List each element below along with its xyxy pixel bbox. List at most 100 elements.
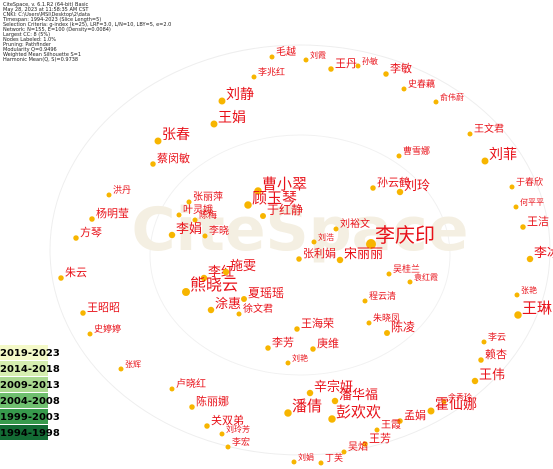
node-dot bbox=[210, 120, 218, 128]
header-line: CNKI: C:\Users\MSI\Desktop\2\data bbox=[3, 12, 90, 18]
node-dot bbox=[222, 268, 230, 276]
node-label: 张丽萍 bbox=[193, 191, 223, 203]
node-label: 刘静 bbox=[226, 87, 254, 103]
node-dot bbox=[374, 427, 380, 433]
node-label: 毛越 bbox=[276, 45, 296, 58]
node-label: 陈丽娜 bbox=[196, 394, 229, 408]
node-dot bbox=[514, 311, 522, 319]
node-label: 潘倩 bbox=[292, 397, 322, 415]
node-label: 张春 bbox=[162, 127, 190, 143]
node-label: 刘艳 bbox=[292, 353, 308, 363]
node-label: 史春藕 bbox=[408, 78, 435, 90]
node-label: 陈凌 bbox=[391, 319, 415, 334]
node-dot bbox=[192, 217, 198, 223]
node-dot bbox=[204, 423, 210, 429]
node-label: 王丹 bbox=[335, 57, 357, 70]
node-dot bbox=[219, 431, 225, 437]
header-line: Timespan: 1994-2023 (Slice Length=5) bbox=[2, 17, 101, 23]
node-dot bbox=[310, 346, 316, 352]
header-line: Largest CC: 8 (5%) bbox=[3, 32, 50, 38]
node-dot bbox=[526, 255, 534, 263]
node-label: 王昭昭 bbox=[87, 301, 120, 314]
node-dot bbox=[397, 418, 403, 424]
node-dot bbox=[150, 161, 156, 167]
node-label: 王琳 bbox=[522, 299, 552, 317]
node-dot bbox=[331, 397, 339, 405]
node-dot bbox=[433, 99, 439, 105]
node-label: 吴焰 bbox=[348, 440, 368, 453]
node-dot bbox=[471, 377, 479, 385]
header-line: Selection Criteria: g-index (k=25), LRF=… bbox=[3, 22, 171, 28]
node-dot bbox=[427, 407, 435, 415]
node-label: 李晓 bbox=[209, 224, 229, 237]
node-dot bbox=[87, 331, 93, 337]
node-dot bbox=[89, 216, 95, 222]
node-label: 蔡闵敏 bbox=[157, 151, 190, 165]
node-dot bbox=[285, 360, 291, 366]
node-dot bbox=[294, 326, 300, 332]
node-label: 夏瑶瑶 bbox=[248, 286, 284, 300]
node-dot bbox=[514, 292, 520, 298]
node-dot bbox=[251, 74, 257, 80]
node-dot bbox=[341, 449, 347, 455]
node-label: 彭欢欢 bbox=[336, 403, 381, 421]
node-dot bbox=[396, 188, 404, 196]
header-line: CiteSpace, v. 6.1.R2 (64-bit) Basic bbox=[3, 2, 89, 8]
node-dot bbox=[386, 271, 392, 277]
node-label: 关双弟 bbox=[211, 413, 244, 427]
node-label: 孟娟 bbox=[404, 408, 426, 422]
node-dot bbox=[401, 86, 407, 92]
node-label: 李敏 bbox=[390, 61, 412, 75]
node-label: 王芳 bbox=[369, 431, 391, 445]
node-label: 刘裕文 bbox=[340, 217, 370, 230]
node-dot bbox=[318, 460, 324, 466]
node-label: 涂惠 bbox=[215, 296, 241, 312]
node-label: 刘霞 bbox=[310, 50, 326, 60]
node-label: 李宏 bbox=[232, 436, 250, 448]
legend-label: 1994-1998 bbox=[0, 428, 60, 439]
node-dot bbox=[407, 279, 413, 285]
node-label: 孙云鹤 bbox=[377, 175, 410, 189]
node-dot bbox=[244, 201, 252, 209]
node-dot bbox=[296, 256, 302, 262]
node-dot bbox=[362, 441, 368, 447]
header-line: Modularity Q=0.9496 bbox=[3, 47, 57, 53]
header-line: Weighted Mean Silhouette S=1 bbox=[3, 52, 81, 58]
legend-swatch bbox=[0, 393, 48, 408]
node-label: 王娟 bbox=[218, 110, 246, 126]
node-label: 宋丽丽 bbox=[344, 247, 383, 262]
node-dot bbox=[366, 239, 376, 249]
cluster-outline bbox=[49, 44, 551, 456]
node-dot bbox=[186, 199, 192, 205]
node-dot bbox=[384, 330, 390, 336]
node-label: 陈梅 bbox=[199, 209, 217, 221]
node-dot bbox=[189, 404, 195, 410]
node-label: 朱晓凤 bbox=[373, 312, 400, 324]
node-dot bbox=[154, 137, 162, 145]
node-dot bbox=[370, 185, 376, 191]
node-label: 李芳 bbox=[272, 335, 294, 349]
node-label: 王文君 bbox=[474, 122, 504, 135]
header-line: Pruning: Pathfinder bbox=[3, 42, 52, 48]
node-dot bbox=[291, 459, 297, 465]
node-dot bbox=[284, 409, 292, 417]
node-dot bbox=[118, 366, 124, 372]
node-dot bbox=[265, 345, 271, 351]
legend-label: 2004-2008 bbox=[0, 396, 60, 407]
node-label: 李娟 bbox=[176, 222, 202, 237]
legend-label: 2019-2023 bbox=[0, 348, 60, 359]
header-line: Harmonic Mean(Q, S)=0.9738 bbox=[3, 57, 78, 63]
node-label: 俞伟蔚 bbox=[440, 92, 464, 102]
node-dot bbox=[441, 399, 447, 405]
header-line: Network: N=155, E=100 (Density=0.0084) bbox=[3, 27, 111, 33]
node-label: 杨明莹 bbox=[96, 206, 129, 220]
node-label: 刘玲 bbox=[404, 179, 430, 194]
node-dot bbox=[481, 339, 487, 345]
node-label: 刘浩 bbox=[318, 232, 334, 242]
legend-swatch bbox=[0, 409, 48, 424]
node-label: 王海荣 bbox=[301, 316, 334, 330]
node-label: 张艳 bbox=[521, 285, 537, 295]
node-label: 刘玲芳 bbox=[226, 424, 250, 434]
node-dot bbox=[182, 288, 190, 296]
node-dot bbox=[236, 311, 242, 317]
